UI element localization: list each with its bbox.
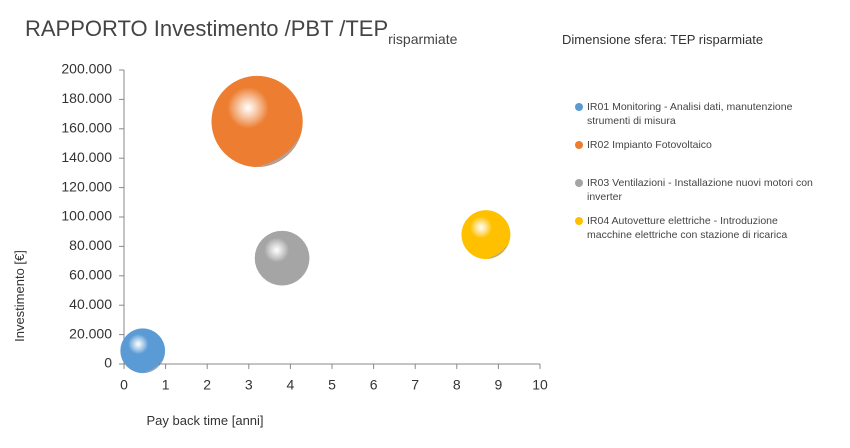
x-tick-label: 10 xyxy=(532,377,548,393)
bubble xyxy=(254,230,310,286)
x-tick-label: 3 xyxy=(245,377,253,393)
annotation: Dimensione sfera: TEP risparmiate xyxy=(562,32,763,47)
legend-entry: IR02 Impianto Fotovoltaico xyxy=(575,138,820,176)
y-tick-label: 80.000 xyxy=(69,237,112,253)
y-tick-label: 120.000 xyxy=(61,178,112,194)
legend-entry: IR04 Autovetture elettriche - Introduzio… xyxy=(575,214,820,252)
x-tick-label: 6 xyxy=(370,377,378,393)
legend-marker xyxy=(575,103,583,111)
legend-label: IR01 Monitoring - Analisi dati, manutenz… xyxy=(587,101,793,127)
title-main: RAPPORTO Investimento /PBT /TEP xyxy=(25,16,388,41)
x-tick-label: 0 xyxy=(120,377,128,393)
x-tick-label: 9 xyxy=(495,377,503,393)
y-tick-label: 180.000 xyxy=(61,90,112,106)
bubble xyxy=(211,75,303,168)
legend-marker xyxy=(575,217,583,225)
x-tick-label: 2 xyxy=(203,377,211,393)
legend-label: IR03 Ventilazioni - Installazione nuovi … xyxy=(587,177,813,203)
legend-entry: IR01 Monitoring - Analisi dati, manutenz… xyxy=(575,100,820,138)
y-axis-label: Investimento [€] xyxy=(12,250,27,342)
y-tick-label: 60.000 xyxy=(69,267,112,283)
legend-entry: IR03 Ventilazioni - Installazione nuovi … xyxy=(575,176,820,214)
y-tick-label: 140.000 xyxy=(61,149,112,165)
x-tick-label: 1 xyxy=(162,377,170,393)
x-tick-label: 8 xyxy=(453,377,461,393)
legend: IR01 Monitoring - Analisi dati, manutenz… xyxy=(575,100,820,252)
chart-title: RAPPORTO Investimento /PBT /TEPrisparmia… xyxy=(25,16,458,47)
y-tick-label: 100.000 xyxy=(61,208,112,224)
x-tick-label: 7 xyxy=(411,377,419,393)
legend-label: IR04 Autovetture elettriche - Introduzio… xyxy=(587,215,788,241)
legend-marker xyxy=(575,141,583,149)
title-subscript: risparmiate xyxy=(388,31,457,47)
y-tick-label: 0 xyxy=(104,355,112,371)
bubble xyxy=(120,328,166,374)
bubble xyxy=(461,210,511,260)
y-tick-label: 200.000 xyxy=(61,61,112,77)
legend-label: IR02 Impianto Fotovoltaico xyxy=(587,139,712,151)
x-tick-label: 4 xyxy=(287,377,295,393)
y-tick-label: 160.000 xyxy=(61,120,112,136)
x-axis-label: Pay back time [anni] xyxy=(146,413,263,428)
legend-marker xyxy=(575,179,583,187)
y-tick-label: 40.000 xyxy=(69,296,112,312)
y-tick-label: 20.000 xyxy=(69,325,112,341)
x-tick-label: 5 xyxy=(328,377,336,393)
